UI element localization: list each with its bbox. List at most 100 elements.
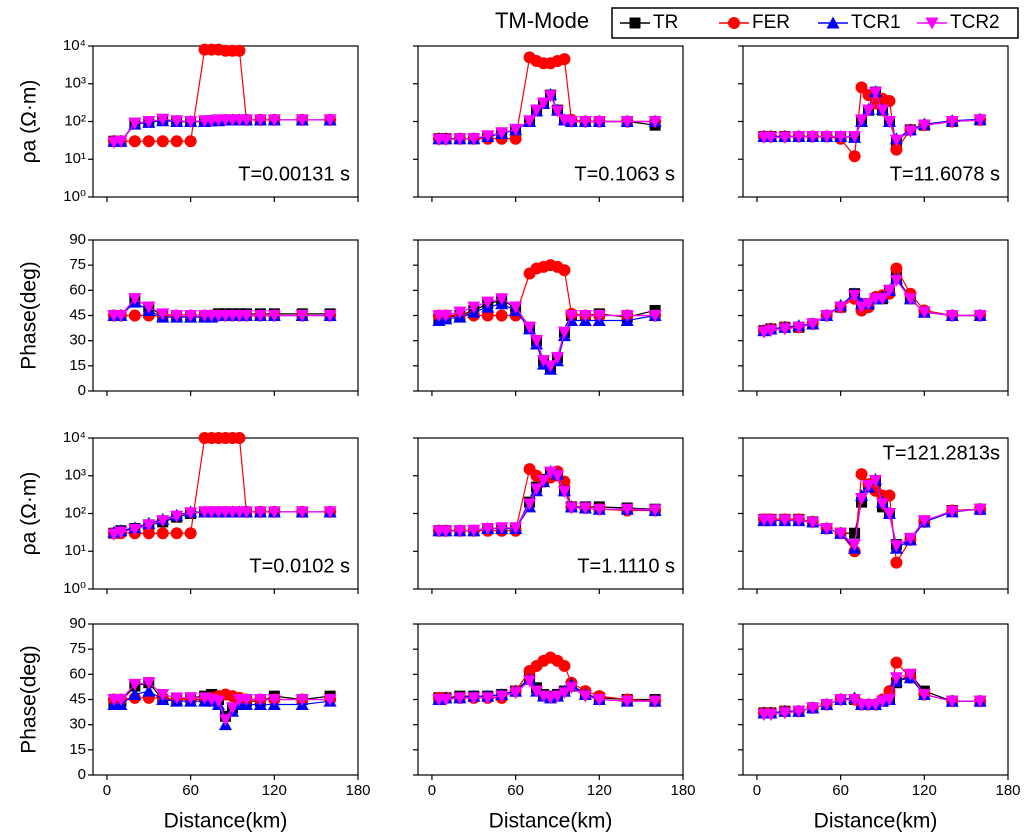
data-point bbox=[764, 325, 778, 338]
data-point bbox=[550, 105, 564, 118]
data-point bbox=[945, 310, 959, 322]
data-point bbox=[253, 506, 267, 519]
data-point bbox=[869, 474, 882, 487]
data-point bbox=[820, 699, 834, 712]
x-tick-label: 120 bbox=[912, 782, 937, 799]
data-point bbox=[764, 131, 778, 144]
data-point bbox=[890, 143, 903, 156]
y-tick-label: 60 bbox=[69, 281, 86, 298]
data-point bbox=[323, 114, 337, 127]
data-point bbox=[890, 262, 903, 275]
data-point bbox=[889, 672, 903, 685]
x-tick-label: 180 bbox=[995, 782, 1020, 799]
data-point bbox=[170, 135, 183, 148]
x-tick-label: 0 bbox=[428, 782, 436, 799]
data-point bbox=[253, 114, 267, 127]
y-tick-label: 45 bbox=[69, 690, 86, 707]
x-tick-label: 120 bbox=[587, 782, 612, 799]
data-point bbox=[806, 131, 820, 144]
data-point bbox=[467, 301, 481, 314]
data-point bbox=[530, 483, 544, 496]
annotation: T=0.1063 s bbox=[574, 163, 675, 185]
x-axis-label: Distance(km) bbox=[164, 810, 288, 833]
legend-label: TCR1 bbox=[851, 12, 901, 33]
data-point bbox=[142, 135, 155, 148]
data-point bbox=[323, 310, 337, 322]
data-point bbox=[592, 694, 606, 706]
y-tick-label: 90 bbox=[69, 615, 86, 632]
data-point bbox=[792, 514, 806, 527]
data-point bbox=[973, 695, 987, 708]
data-point bbox=[903, 532, 917, 545]
data-point bbox=[855, 492, 869, 505]
data-point bbox=[855, 468, 868, 481]
data-point bbox=[564, 310, 578, 322]
data-point bbox=[862, 298, 876, 311]
data-point bbox=[142, 527, 155, 540]
data-point bbox=[467, 692, 481, 705]
data-point bbox=[509, 123, 523, 136]
y-tick-label: 10⁰ bbox=[63, 188, 86, 205]
data-point bbox=[142, 677, 156, 690]
data-point bbox=[295, 506, 309, 519]
data-point bbox=[128, 293, 142, 306]
data-point bbox=[537, 474, 551, 487]
data-point bbox=[156, 688, 170, 701]
y-tick-label: 10⁴ bbox=[63, 429, 86, 446]
data-point bbox=[453, 525, 467, 538]
x-tick-label: 0 bbox=[753, 782, 761, 799]
data-point bbox=[495, 309, 508, 322]
data-point bbox=[973, 114, 987, 127]
x-tick-label: 60 bbox=[507, 782, 524, 799]
legend-label: TR bbox=[653, 12, 678, 33]
data-point bbox=[564, 116, 578, 128]
data-point bbox=[114, 135, 128, 148]
annotation: T=121.2813s bbox=[883, 442, 1000, 464]
data-point bbox=[834, 694, 848, 706]
data-point bbox=[889, 274, 903, 287]
data-point bbox=[889, 540, 903, 553]
data-point bbox=[495, 522, 509, 535]
x-tick-label: 180 bbox=[345, 782, 370, 799]
data-point bbox=[862, 480, 876, 493]
x-tick-label: 60 bbox=[182, 782, 199, 799]
data-point bbox=[184, 507, 198, 520]
data-point bbox=[882, 508, 896, 520]
annotation: T=11.6078 s bbox=[890, 163, 1000, 185]
data-point bbox=[219, 714, 232, 727]
data-point bbox=[557, 687, 571, 700]
data-point bbox=[544, 360, 557, 373]
data-point bbox=[848, 539, 862, 552]
x-axis-label: Distance(km) bbox=[489, 810, 613, 833]
legend-marker bbox=[826, 16, 840, 29]
x-axis-label: Distance(km) bbox=[814, 810, 938, 833]
y-axis-label: ρa (Ω·m) bbox=[18, 80, 41, 164]
data-point bbox=[890, 656, 903, 669]
data-point bbox=[648, 116, 662, 128]
y-tick-label: 45 bbox=[69, 306, 86, 323]
y-tick-label: 60 bbox=[69, 665, 86, 682]
data-point bbox=[267, 310, 281, 322]
data-point bbox=[648, 310, 662, 322]
data-point bbox=[862, 104, 876, 117]
data-point bbox=[453, 133, 467, 146]
y-tick-label: 10¹ bbox=[64, 150, 86, 167]
y-tick-label: 0 bbox=[78, 766, 86, 783]
y-tick-label: 90 bbox=[69, 231, 86, 248]
data-point bbox=[142, 301, 156, 314]
data-point bbox=[778, 323, 792, 336]
data-point bbox=[495, 293, 509, 306]
data-point bbox=[945, 116, 959, 128]
data-point bbox=[184, 135, 197, 148]
data-point bbox=[648, 695, 662, 708]
data-point bbox=[882, 694, 896, 706]
data-point bbox=[778, 514, 792, 527]
data-point bbox=[973, 503, 987, 516]
data-point bbox=[453, 306, 467, 319]
data-point bbox=[295, 310, 309, 322]
data-point bbox=[564, 502, 578, 515]
legend-marker bbox=[629, 17, 641, 29]
data-point bbox=[820, 131, 834, 144]
